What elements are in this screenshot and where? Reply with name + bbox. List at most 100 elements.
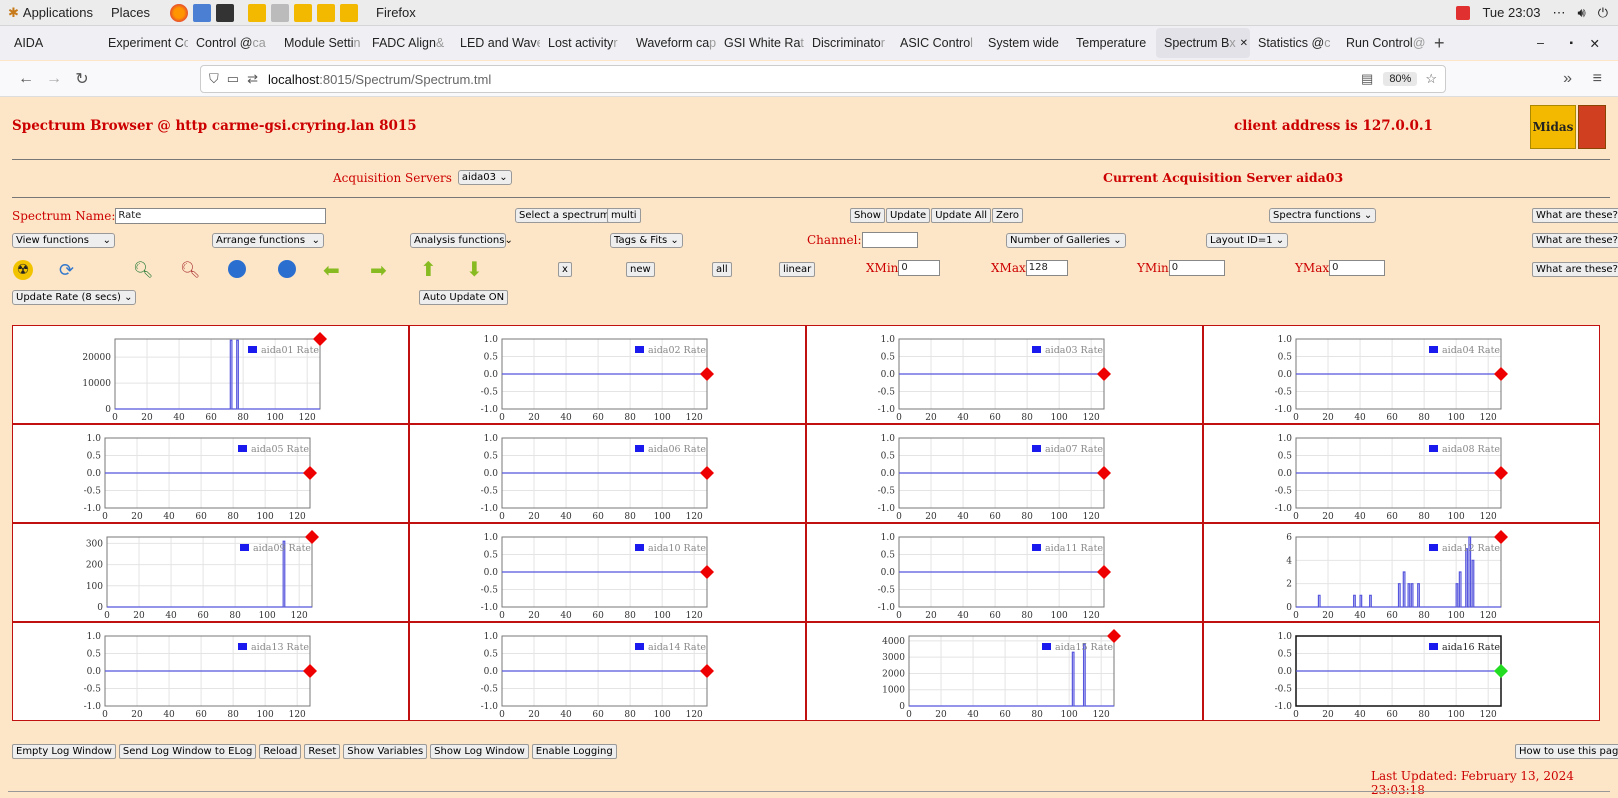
midas-launcher-icon[interactable] <box>340 3 359 22</box>
network-icon[interactable]: ⋯ <box>1552 4 1566 20</box>
ymax-input[interactable]: 0 <box>1329 260 1386 276</box>
maximize-window-icon[interactable]: ▪ <box>1569 37 1573 49</box>
new-button[interactable]: new <box>626 262 655 277</box>
view-functions-dropdown[interactable]: View functions ⌄ <box>12 233 115 248</box>
status-marker[interactable] <box>1494 466 1508 480</box>
multi-button[interactable]: multi <box>607 208 641 223</box>
overflow-chevron-icon[interactable]: » <box>1563 69 1572 87</box>
status-marker[interactable] <box>303 466 317 480</box>
chart-svg[interactable]: -1.0 -0.5 0.0 0.5 1.0 0 20 40 60 80 100 120 aida13 R… <box>13 623 410 722</box>
spectrum-chart[interactable]: -1.0 -0.5 0.0 0.5 1.0 0 20 40 60 80 100 120 aida11 R… <box>806 523 1203 622</box>
spectrum-chart[interactable]: -1.0 -0.5 0.0 0.5 1.0 0 20 40 60 80 100 120 aida16 R… <box>1203 622 1600 721</box>
update-rate-dropdown[interactable]: Update Rate (8 secs) ⌄ <box>12 290 137 305</box>
status-marker[interactable] <box>1494 530 1508 544</box>
status-marker[interactable] <box>700 466 714 480</box>
clock[interactable]: Tue 23:03 <box>1482 5 1541 20</box>
tab-5[interactable]: LED and Wave <box>452 26 540 60</box>
x-button[interactable]: x <box>558 262 572 277</box>
status-marker[interactable] <box>1107 629 1121 643</box>
bottom-button-0[interactable]: Empty Log Window <box>12 744 116 759</box>
chart-svg[interactable]: 0 100 200 300 0 20 40 60 80 100 120 aida09 Rate <box>13 524 410 623</box>
zoom-indicator[interactable]: 80% <box>1383 72 1418 86</box>
spectrum-chart[interactable]: -1.0 -0.5 0.0 0.5 1.0 0 20 40 60 80 100 120 aida02 R… <box>409 325 806 424</box>
chart-svg[interactable]: -1.0 -0.5 0.0 0.5 1.0 0 20 40 60 80 100 120 aida10 R… <box>410 524 807 623</box>
chart-svg[interactable]: -1.0 -0.5 0.0 0.5 1.0 0 20 40 60 80 100 120 aida14 R… <box>410 623 807 722</box>
tab-15[interactable]: Run Control @ <box>1338 26 1426 60</box>
chart-svg[interactable]: -1.0 -0.5 0.0 0.5 1.0 0 20 40 60 80 100 120 aida05 R… <box>13 425 410 524</box>
arrow-down-icon[interactable]: ⬇ <box>466 257 483 281</box>
chart-svg[interactable]: 0 1000 2000 3000 4000 0 20 40 60 80 100 120 aida15 R… <box>807 623 1204 722</box>
what-are-these-button[interactable]: What are these? <box>1532 233 1618 248</box>
arrange-functions-dropdown[interactable]: Arrange functions ⌄ <box>212 233 324 248</box>
hamburger-menu-icon[interactable]: ≡ <box>1592 69 1602 87</box>
acq-server-select[interactable]: aida03 ⌄ <box>457 170 512 185</box>
tags-fits-dropdown[interactable]: Tags & Fits ⌄ <box>610 233 683 248</box>
spectrum-chart[interactable]: -1.0 -0.5 0.0 0.5 1.0 0 20 40 60 80 100 120 aida13 R… <box>12 622 409 721</box>
what-are-these-button[interactable]: What are these? <box>1532 208 1618 223</box>
minimize-window-icon[interactable]: – <box>1537 36 1544 50</box>
midas-launcher-icon[interactable] <box>317 3 336 22</box>
screenshot-launcher-icon[interactable] <box>271 3 290 22</box>
arrow-up-icon[interactable]: ⬆ <box>420 257 437 281</box>
power-icon[interactable]: ⏻ <box>1597 4 1608 20</box>
reload-icon[interactable]: ↻ <box>75 70 89 88</box>
text-editor-launcher-icon[interactable] <box>193 3 212 22</box>
spectrum-chart[interactable]: -1.0 -0.5 0.0 0.5 1.0 0 20 40 60 80 100 120 aida05 R… <box>12 424 409 523</box>
url-bar[interactable]: ⛉ ▭ ⇄ localhost:8015/Spectrum/Spectrum.t… <box>200 65 1446 93</box>
chart-svg[interactable]: -1.0 -0.5 0.0 0.5 1.0 0 20 40 60 80 100 120 aida08 R… <box>1204 425 1601 524</box>
spectrum-chart[interactable]: 0 100 200 300 0 20 40 60 80 100 120 aida09 Rate <box>12 523 409 622</box>
status-marker[interactable] <box>1494 664 1508 678</box>
refresh-icon[interactable]: ⟳ <box>59 260 75 281</box>
spectrum-name-input[interactable]: Rate <box>115 208 327 224</box>
arrow-right-icon[interactable]: ➡ <box>370 258 387 282</box>
status-marker[interactable] <box>305 530 319 544</box>
chart-svg[interactable]: -1.0 -0.5 0.0 0.5 1.0 0 20 40 60 80 100 120 aida16 R… <box>1204 623 1601 722</box>
contract-icon[interactable] <box>278 260 296 278</box>
chart-svg[interactable]: -1.0 -0.5 0.0 0.5 1.0 0 20 40 60 80 100 120 aida02 R… <box>410 326 807 425</box>
notification-icon[interactable] <box>1456 5 1471 20</box>
analysis-functions-dropdown[interactable]: Analysis functions ⌄ <box>410 233 513 248</box>
status-marker[interactable] <box>1494 367 1508 381</box>
update-all-button[interactable]: Update All <box>931 208 991 223</box>
new-tab-icon[interactable]: + <box>1434 32 1445 53</box>
all-button[interactable]: all <box>712 262 732 277</box>
chart-svg[interactable]: -1.0 -0.5 0.0 0.5 1.0 0 20 40 60 80 100 120 aida04 R… <box>1204 326 1601 425</box>
midas-launcher-icon[interactable] <box>294 3 313 22</box>
tab-12[interactable]: Temperature <box>1068 26 1156 60</box>
status-marker[interactable] <box>700 565 714 579</box>
channel-input[interactable] <box>861 232 918 248</box>
spectrum-chart[interactable]: 0 1000 2000 3000 4000 0 20 40 60 80 100 120 aida15 R… <box>806 622 1203 721</box>
arrow-left-icon[interactable]: ⬅ <box>323 258 340 282</box>
places-menu[interactable]: Places <box>111 5 151 20</box>
forward-icon[interactable]: → <box>46 69 62 87</box>
xmax-input[interactable]: 128 <box>1025 260 1068 276</box>
tab-7[interactable]: Waveform ca p <box>628 26 716 60</box>
status-marker[interactable] <box>1097 367 1111 381</box>
show-button[interactable]: Show <box>850 208 885 223</box>
bottom-button-4[interactable]: Show Variables <box>343 744 428 759</box>
tab-10[interactable]: ASIC Contro l <box>892 26 980 60</box>
update-button[interactable]: Update <box>885 208 931 223</box>
applications-menu[interactable]: ✱ Applications <box>8 4 94 21</box>
tab-6[interactable]: Lost activity r <box>540 26 628 60</box>
firefox-launcher-icon[interactable] <box>170 3 189 22</box>
xmin-input[interactable]: 0 <box>898 260 941 276</box>
how-to-use-button[interactable]: How to use this page <box>1515 744 1618 759</box>
status-marker[interactable] <box>700 367 714 381</box>
tab-0[interactable]: AIDA <box>0 26 100 60</box>
status-marker[interactable] <box>1097 565 1111 579</box>
bottom-button-5[interactable]: Show Log Window <box>430 744 529 759</box>
bottom-button-6[interactable]: Enable Logging <box>531 744 617 759</box>
chart-svg[interactable]: -1.0 -0.5 0.0 0.5 1.0 0 20 40 60 80 100 120 aida07 R… <box>807 425 1204 524</box>
zero-button[interactable]: Zero <box>992 208 1024 223</box>
reader-view-icon[interactable]: ▤ <box>1361 71 1374 86</box>
spectrum-chart[interactable]: 0 10000 20000 0 20 40 60 80 100 120 aida01 Rate <box>12 325 409 424</box>
chart-svg[interactable]: -1.0 -0.5 0.0 0.5 1.0 0 20 40 60 80 100 120 aida11 R… <box>807 524 1204 623</box>
bookmark-star-icon[interactable]: ☆ <box>1425 71 1437 86</box>
expand-icon[interactable] <box>228 260 246 278</box>
what-are-these-button[interactable]: What are these? <box>1532 262 1618 277</box>
auto-update-button[interactable]: Auto Update ON <box>419 290 509 305</box>
terminal-launcher-icon[interactable] <box>216 3 235 22</box>
